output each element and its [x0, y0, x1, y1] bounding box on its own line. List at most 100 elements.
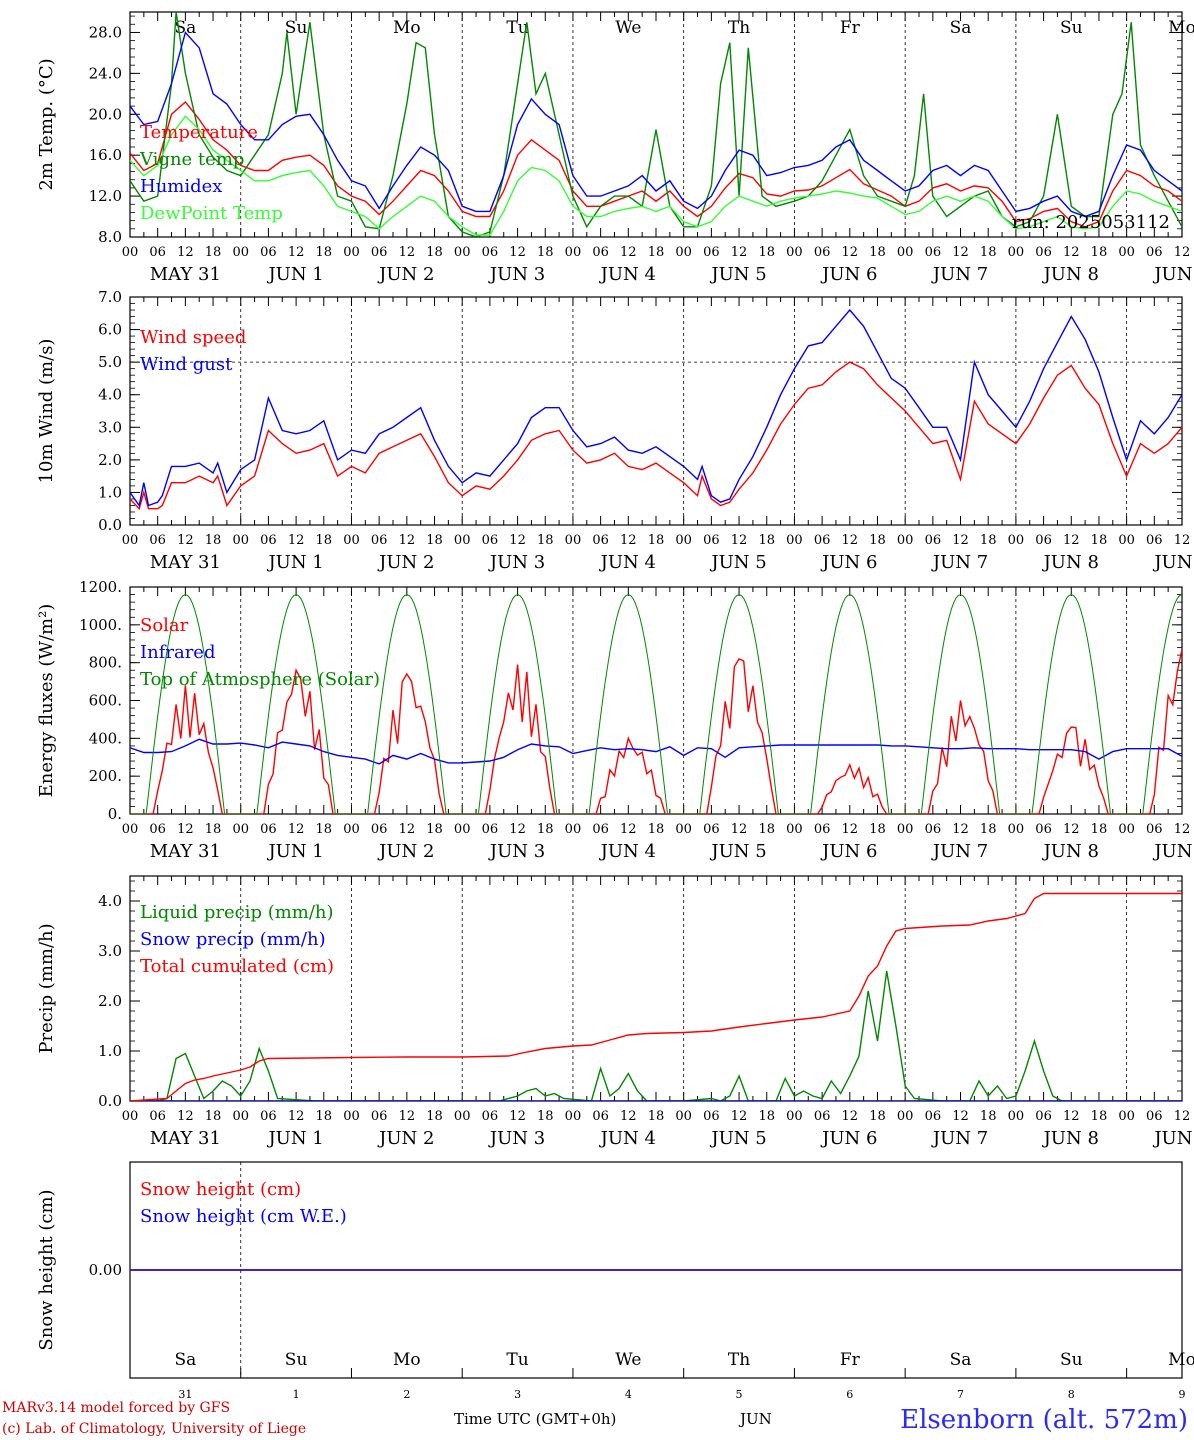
hour-label: 06 — [371, 1109, 388, 1124]
day-number: 3 — [514, 1388, 521, 1401]
y-tick-label: 600. — [89, 692, 122, 710]
series-line — [130, 970, 1182, 1101]
hour-label: 18 — [205, 822, 222, 837]
y-tick-label: 28.0 — [89, 23, 122, 41]
weekday-label: Su — [1060, 18, 1083, 38]
legend-entry: Snow precip (mm/h) — [140, 929, 326, 950]
hour-label: 12 — [1174, 245, 1191, 260]
date-label: JUN 3 — [488, 1128, 545, 1149]
hour-label: 06 — [703, 533, 720, 548]
date-label: JUN 4 — [599, 841, 656, 862]
hour-label: 12 — [952, 822, 969, 837]
hour-label: 06 — [925, 533, 942, 548]
hour-label: 00 — [232, 245, 249, 260]
hour-label: 00 — [897, 822, 914, 837]
hour-label: 00 — [897, 533, 914, 548]
hour-label: 18 — [758, 822, 775, 837]
hour-label: 00 — [897, 245, 914, 260]
day-number: 31 — [178, 1388, 192, 1401]
weekday-label: Mo — [393, 18, 421, 38]
hour-label: 12 — [731, 533, 748, 548]
hour-label: 12 — [842, 1109, 859, 1124]
hour-label: 00 — [343, 822, 360, 837]
date-label: JUN 8 — [1042, 552, 1099, 573]
hour-label: 00 — [675, 822, 692, 837]
series-group — [130, 12, 1182, 237]
weekday-label: Mo — [1168, 1350, 1194, 1370]
hour-label: 06 — [149, 822, 166, 837]
series-group — [130, 892, 1182, 1101]
hour-label: 18 — [980, 822, 997, 837]
legend-entry: Solar — [140, 615, 189, 636]
hour-label: 00 — [343, 245, 360, 260]
day-number: 8 — [1068, 1388, 1075, 1401]
date-label: JUN 4 — [599, 1128, 656, 1149]
series-line — [130, 308, 1182, 508]
hour-label: 12 — [952, 245, 969, 260]
hour-label: 06 — [482, 533, 499, 548]
hour-label: 00 — [454, 533, 471, 548]
hour-label: 06 — [814, 822, 831, 837]
hour-label: 00 — [343, 533, 360, 548]
hour-label: 18 — [648, 1109, 665, 1124]
weekday-label: We — [615, 18, 641, 38]
date-label: JUN 9 — [1152, 552, 1194, 573]
date-label: JUN 8 — [1042, 841, 1099, 862]
hour-label: 00 — [786, 822, 803, 837]
series-line — [130, 12, 1182, 237]
legend-entry: Total cumulated (cm) — [140, 956, 334, 977]
hour-label: 00 — [454, 822, 471, 837]
hour-label: 12 — [177, 245, 194, 260]
hour-label: 18 — [869, 533, 886, 548]
hour-label: 12 — [177, 822, 194, 837]
hour-label: 00 — [1008, 1109, 1025, 1124]
date-label: JUN 5 — [709, 264, 766, 285]
hour-label: 06 — [1035, 1109, 1052, 1124]
hour-label: 18 — [869, 245, 886, 260]
date-label: JUN 6 — [820, 552, 877, 573]
y-tick-label: 1.0 — [98, 483, 122, 501]
legend-entry: Infrared — [140, 642, 215, 663]
date-label: JUN 6 — [820, 841, 877, 862]
date-label: JUN 9 — [1152, 264, 1194, 285]
hour-label: 12 — [1174, 822, 1191, 837]
weekday-label: Mo — [1168, 18, 1194, 38]
hour-label: 18 — [537, 1109, 554, 1124]
hour-label: 18 — [1091, 1109, 1108, 1124]
hour-label: 00 — [122, 533, 139, 548]
hour-label: 18 — [758, 1109, 775, 1124]
hour-label: 12 — [952, 533, 969, 548]
hour-label: 00 — [122, 822, 139, 837]
hour-label: 18 — [316, 1109, 333, 1124]
hour-label: 00 — [232, 533, 249, 548]
hour-label: 06 — [1035, 822, 1052, 837]
hour-label: 18 — [426, 822, 443, 837]
day-number: 2 — [403, 1388, 410, 1401]
y-tick-label: 1000. — [79, 616, 122, 634]
y-tick-label: 24.0 — [89, 64, 122, 82]
hour-label: 00 — [1008, 533, 1025, 548]
hour-label: 00 — [1118, 245, 1135, 260]
date-label: JUN 4 — [599, 264, 656, 285]
legend-entry: Vigne temp — [139, 149, 244, 170]
y-tick-label: 16.0 — [89, 146, 122, 164]
hour-label: 12 — [842, 533, 859, 548]
date-label: MAY 31 — [150, 264, 221, 285]
date-label: MAY 31 — [150, 1128, 221, 1149]
hour-label: 00 — [786, 533, 803, 548]
weekday-label: Tu — [506, 18, 528, 38]
hour-label: 18 — [426, 245, 443, 260]
hour-label: 18 — [1091, 822, 1108, 837]
hour-label: 00 — [565, 533, 582, 548]
y-tick-label: 20.0 — [89, 105, 122, 123]
y-axis-label: Precip (mm/h) — [36, 923, 57, 1053]
hour-label: 06 — [260, 822, 277, 837]
y-tick-label: 4.0 — [98, 892, 122, 910]
weekday-label: Mo — [393, 1350, 421, 1370]
hour-label: 12 — [620, 533, 637, 548]
weekday-label: Su — [285, 18, 308, 38]
hour-label: 12 — [399, 245, 416, 260]
series-line — [130, 738, 1182, 765]
hour-label: 12 — [509, 533, 526, 548]
hour-label: 12 — [1063, 1109, 1080, 1124]
